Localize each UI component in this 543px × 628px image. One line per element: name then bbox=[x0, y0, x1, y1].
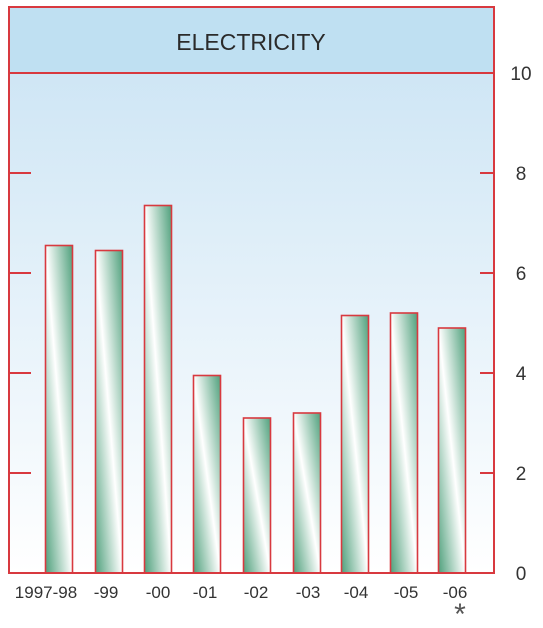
x-tick-label--04: -04 bbox=[344, 583, 369, 602]
y-tick-label-6: 6 bbox=[516, 264, 527, 285]
bar--00 bbox=[143, 204, 173, 574]
bar--06 bbox=[437, 327, 467, 574]
x-tick-label-1997-98: 1997-98 bbox=[15, 583, 77, 602]
bar--99 bbox=[94, 249, 124, 574]
x-tick-label--05: -05 bbox=[394, 583, 419, 602]
y-tick-label-2: 2 bbox=[516, 464, 527, 485]
bars-layer bbox=[44, 204, 467, 574]
footnote-marker: * bbox=[454, 598, 466, 623]
x-tick-label--99: -99 bbox=[94, 583, 119, 602]
bar--02 bbox=[242, 417, 272, 574]
x-tick-label--00: -00 bbox=[146, 583, 171, 602]
x-tick-label--03: -03 bbox=[296, 583, 321, 602]
chart-title: ELECTRICITY bbox=[176, 29, 326, 55]
x-tick-label--02: -02 bbox=[244, 583, 269, 602]
y-tick-label-4: 4 bbox=[516, 364, 527, 385]
bar--01 bbox=[192, 374, 222, 574]
x-tick-label--01: -01 bbox=[193, 583, 218, 602]
y-tick-label-10: 10 bbox=[510, 64, 531, 85]
x-tick-label--06: -06 bbox=[443, 583, 468, 602]
bar--03 bbox=[292, 412, 322, 574]
title-band bbox=[9, 7, 494, 73]
y-tick-label-8: 8 bbox=[516, 164, 527, 185]
bar--04 bbox=[340, 314, 370, 574]
bar-1997-98 bbox=[44, 244, 74, 574]
y-axis-ticks: 0 2 4 6 8 10 bbox=[9, 64, 532, 585]
x-axis-labels: 1997-98 -99 -00 -01 -02 -03 -04 -05 -06 bbox=[15, 583, 467, 602]
y-tick-label-0: 0 bbox=[516, 564, 527, 585]
bar--05 bbox=[389, 312, 419, 574]
chart-frame bbox=[8, 6, 495, 574]
